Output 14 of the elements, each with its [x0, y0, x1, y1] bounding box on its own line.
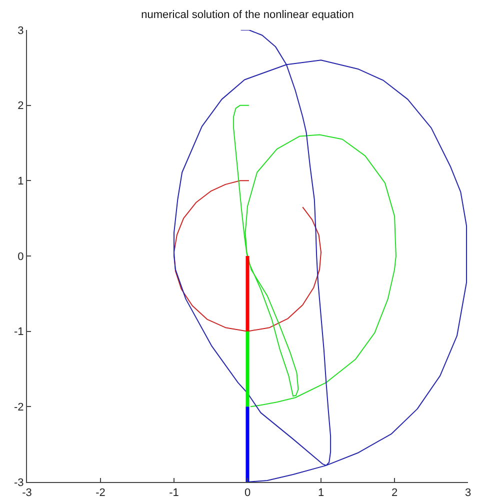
x-tick-label: 1 — [318, 487, 324, 500]
chart-title: numerical solution of the nonlinear equation — [141, 8, 354, 21]
y-tick-label: 0 — [18, 250, 24, 263]
x-tick-label: 0 — [244, 487, 251, 500]
x-tick-label: 2 — [391, 487, 398, 500]
x-tick-label: -2 — [96, 487, 106, 500]
x-tick-label: 3 — [464, 487, 472, 500]
y-tick-label: -2 — [14, 402, 24, 414]
y-tick-label: 2 — [18, 100, 24, 112]
x-tick-label: -1 — [169, 487, 179, 500]
y-tick-label: -3 — [14, 476, 24, 489]
y-tick-label: -1 — [14, 326, 24, 338]
y-tick-label: 3 — [18, 24, 24, 37]
y-tick-label: 1 — [18, 176, 24, 188]
